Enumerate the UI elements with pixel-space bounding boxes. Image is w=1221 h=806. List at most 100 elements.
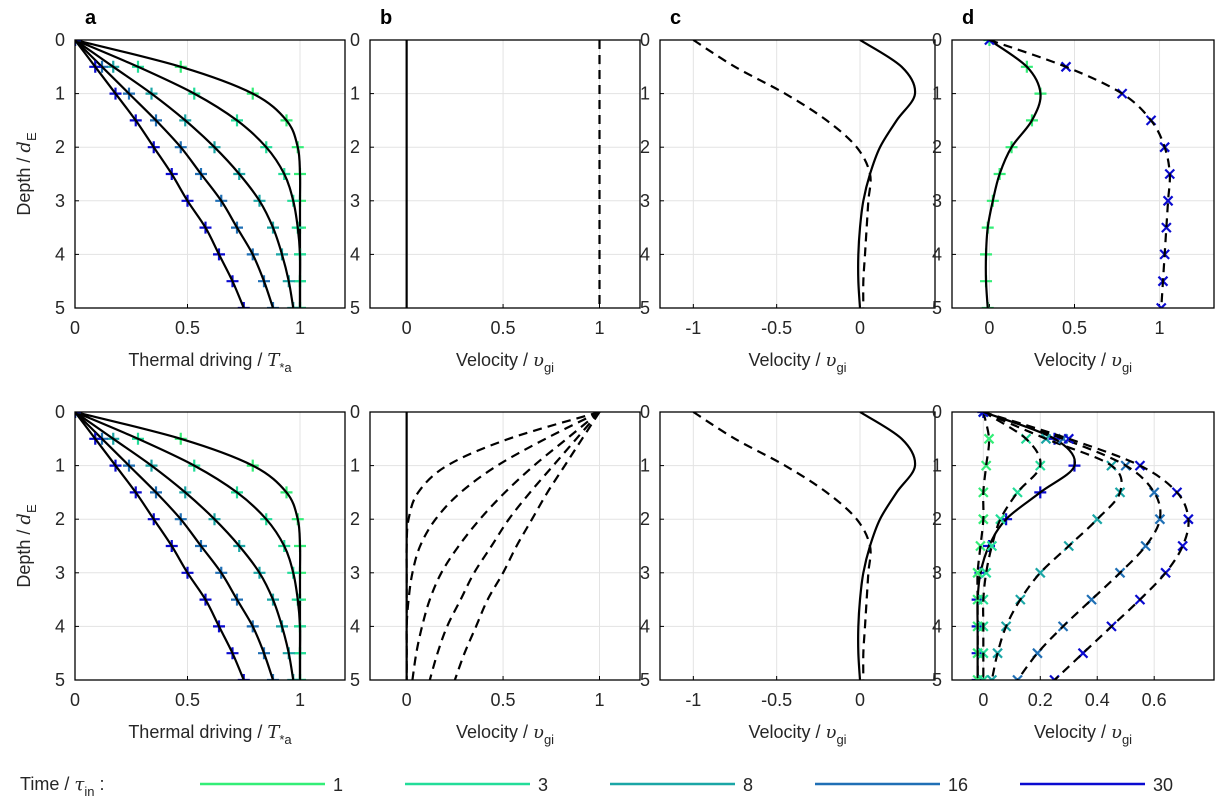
profile-line bbox=[75, 40, 275, 308]
y-tick-label: 4 bbox=[350, 616, 360, 636]
y-tick-label: 0 bbox=[55, 30, 65, 50]
profile-line bbox=[989, 40, 1171, 308]
plot-bg bbox=[370, 40, 640, 308]
plot-frame bbox=[74, 39, 346, 309]
marker bbox=[978, 674, 989, 680]
y-tick-label: 1 bbox=[932, 84, 942, 104]
profile-line bbox=[984, 40, 1042, 308]
x-tick-label: 1 bbox=[295, 318, 305, 338]
label-subscript: gi bbox=[836, 732, 846, 747]
marker bbox=[1154, 513, 1166, 525]
profile-line bbox=[428, 412, 601, 680]
label-text: Velocity / bbox=[1034, 722, 1111, 742]
plot-bg bbox=[952, 412, 1214, 680]
x-tick-label: 0 bbox=[978, 690, 988, 710]
x-tick-label: 0.5 bbox=[175, 690, 200, 710]
y-tick-label: 4 bbox=[55, 244, 65, 264]
y-tick-label: 4 bbox=[932, 244, 942, 264]
marker bbox=[986, 674, 998, 680]
label-symbol: d bbox=[14, 141, 35, 153]
x-tick-label: 0 bbox=[402, 318, 412, 338]
y-tick-label: 0 bbox=[640, 30, 650, 50]
marker bbox=[984, 40, 995, 46]
x-tick-label: 0 bbox=[70, 318, 80, 338]
marker bbox=[237, 302, 250, 308]
plot-frame bbox=[369, 39, 641, 309]
marker bbox=[1155, 302, 1167, 308]
y-tick-label: 4 bbox=[55, 616, 65, 636]
y-tick-label: 3 bbox=[350, 191, 360, 211]
profile-line bbox=[692, 412, 872, 680]
y-tick-label: 2 bbox=[350, 509, 360, 529]
y-tick-label: 3 bbox=[55, 191, 65, 211]
curves bbox=[692, 40, 917, 308]
y-tick-label: 1 bbox=[55, 456, 65, 476]
axis-label: Velocity / υgi bbox=[456, 350, 554, 375]
marker bbox=[980, 460, 992, 471]
y-tick-label: 2 bbox=[55, 137, 65, 157]
y-tick-label: 2 bbox=[55, 509, 65, 529]
label-subscript: gi bbox=[1122, 732, 1132, 747]
y-tick-label: 0 bbox=[932, 30, 942, 50]
y-tick-label: 1 bbox=[350, 84, 360, 104]
y-tick-label: 3 bbox=[932, 563, 942, 583]
label-symbol: υ bbox=[533, 350, 544, 371]
profile-line bbox=[405, 412, 600, 680]
label-subscript: *a bbox=[279, 360, 292, 375]
y-tick-label: 4 bbox=[640, 616, 650, 636]
profile-line bbox=[982, 412, 1162, 680]
legend-label: 30 bbox=[1153, 775, 1173, 795]
y-tick-label: 5 bbox=[55, 298, 65, 318]
panel-label: b bbox=[380, 7, 392, 29]
x-tick-label: 0.6 bbox=[1142, 690, 1167, 710]
profile-line bbox=[411, 412, 601, 680]
legend-label: 8 bbox=[743, 775, 753, 795]
legend-label: 16 bbox=[948, 775, 968, 795]
panel-label: d bbox=[962, 7, 974, 29]
y-tick-label: 2 bbox=[640, 137, 650, 157]
curves bbox=[405, 412, 601, 680]
marker bbox=[1012, 674, 1023, 680]
label-text: Velocity / bbox=[748, 350, 825, 370]
marker bbox=[237, 674, 250, 680]
curves bbox=[75, 40, 306, 308]
y-tick-label: 1 bbox=[350, 456, 360, 476]
x-tick-label: 0 bbox=[855, 690, 865, 710]
y-tick-label: 2 bbox=[932, 137, 942, 157]
y-tick-label: 5 bbox=[932, 670, 942, 690]
marker bbox=[972, 567, 983, 579]
axis-label: Thermal driving / T*a bbox=[128, 722, 292, 747]
label-symbol: υ bbox=[533, 722, 544, 743]
label-text: Thermal driving / bbox=[128, 722, 267, 742]
x-tick-label: 0.2 bbox=[1028, 690, 1053, 710]
x-tick-label: 0 bbox=[70, 690, 80, 710]
panel-label: a bbox=[85, 7, 97, 29]
y-tick-label: 1 bbox=[932, 456, 942, 476]
profile-line bbox=[976, 412, 991, 680]
x-tick-label: 0.5 bbox=[175, 318, 200, 338]
y-tick-label: 3 bbox=[55, 563, 65, 583]
profile-line bbox=[75, 40, 245, 308]
plot-frame bbox=[659, 39, 936, 309]
profile-line bbox=[75, 412, 302, 680]
y-tick-label: 0 bbox=[350, 30, 360, 50]
marker bbox=[1161, 222, 1172, 233]
label-text: Depth / bbox=[14, 153, 34, 216]
marker bbox=[1177, 540, 1188, 552]
plot-frame bbox=[951, 39, 1215, 309]
y-tick-label: 0 bbox=[640, 402, 650, 422]
label-subscript: gi bbox=[836, 360, 846, 375]
y-tick-label: 5 bbox=[640, 298, 650, 318]
axis-label: Velocity / υgi bbox=[456, 722, 554, 747]
plot-bg bbox=[370, 412, 640, 680]
legend-label: 1 bbox=[333, 775, 343, 795]
plot-frame bbox=[951, 411, 1215, 681]
label-symbol: d bbox=[14, 513, 35, 525]
profile-line bbox=[75, 412, 275, 680]
axis-label: Velocity / υgi bbox=[1034, 722, 1132, 747]
y-tick-label: 2 bbox=[350, 137, 360, 157]
y-tick-label: 3 bbox=[932, 191, 942, 211]
marker bbox=[983, 433, 995, 445]
profile-line bbox=[982, 412, 1190, 680]
